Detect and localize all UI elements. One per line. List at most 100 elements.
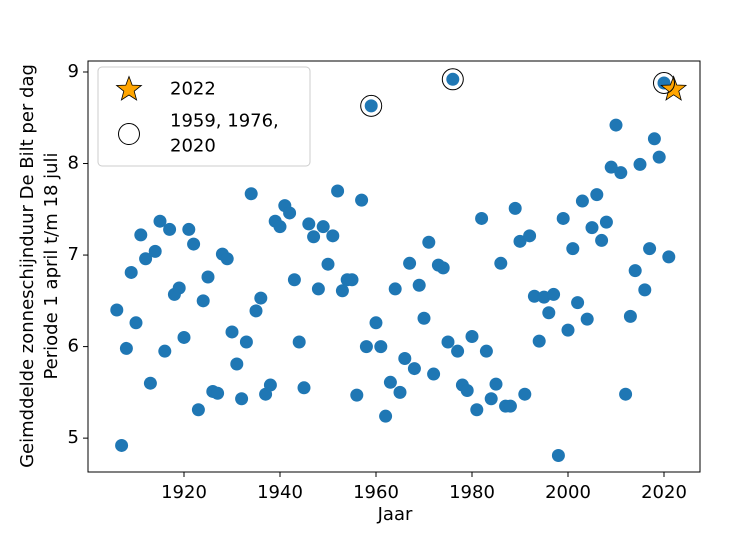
data-point xyxy=(475,211,489,225)
data-point xyxy=(297,381,311,395)
data-point xyxy=(124,265,138,279)
data-point xyxy=(201,270,215,284)
data-point xyxy=(134,228,148,242)
data-point xyxy=(331,184,345,198)
data-point xyxy=(532,334,546,348)
data-point xyxy=(182,222,196,236)
data-point xyxy=(566,242,580,256)
data-point xyxy=(638,283,652,297)
data-point xyxy=(436,261,450,275)
plot-frame xyxy=(87,60,701,473)
y-axis-label: Geimddelde zonneschijnduur De Bilt per d… xyxy=(17,64,38,468)
data-point xyxy=(542,306,556,320)
data-point xyxy=(273,220,287,234)
legend-label: 2020 xyxy=(170,136,216,157)
data-point xyxy=(556,211,570,225)
data-point xyxy=(460,384,474,398)
data-point xyxy=(249,304,263,318)
data-point xyxy=(547,287,561,301)
data-point xyxy=(239,335,253,349)
data-point xyxy=(187,237,201,251)
data-point xyxy=(633,157,647,171)
data-point xyxy=(614,166,628,180)
data-point xyxy=(172,281,186,295)
data-point xyxy=(230,357,244,371)
data-point xyxy=(662,250,676,264)
data-point xyxy=(307,230,321,244)
data-point xyxy=(628,264,642,278)
data-point xyxy=(427,367,441,381)
data-point xyxy=(148,244,162,258)
data-point xyxy=(335,284,349,298)
x-axis-label: Jaar xyxy=(377,504,413,525)
data-point xyxy=(153,214,167,228)
data-point xyxy=(369,316,383,330)
data-point xyxy=(527,289,541,303)
data-point xyxy=(139,252,153,266)
highlight-circle xyxy=(441,68,464,91)
data-point xyxy=(211,386,225,400)
data-point xyxy=(508,201,522,215)
data-point xyxy=(350,388,364,402)
data-point xyxy=(311,282,325,296)
data-point xyxy=(110,303,124,317)
data-point xyxy=(623,309,637,323)
data-point xyxy=(196,294,210,308)
data-point xyxy=(494,256,508,270)
data-point xyxy=(403,256,417,270)
data-point xyxy=(254,291,268,305)
data-point xyxy=(177,330,191,344)
data-point xyxy=(422,235,436,249)
data-point xyxy=(484,392,498,406)
data-point xyxy=(590,188,604,202)
data-point xyxy=(379,409,393,423)
data-point xyxy=(355,193,369,207)
data-point xyxy=(417,311,431,325)
data-point xyxy=(225,325,239,339)
highlight-circle xyxy=(360,94,383,117)
data-point xyxy=(513,234,527,248)
data-point xyxy=(143,376,157,390)
x-tick-label: 1960 xyxy=(353,482,399,503)
data-point xyxy=(374,340,388,354)
data-point xyxy=(326,229,340,243)
data-point xyxy=(518,387,532,401)
legend-box xyxy=(97,66,311,167)
data-point xyxy=(647,132,661,146)
x-tick-label: 1980 xyxy=(449,482,495,503)
data-point xyxy=(191,403,205,417)
data-point xyxy=(287,273,301,287)
data-point xyxy=(643,242,657,256)
data-point xyxy=(263,378,277,392)
x-tick-label: 2000 xyxy=(545,482,591,503)
data-point xyxy=(244,187,258,201)
highlight-circle xyxy=(653,71,675,94)
data-point xyxy=(470,403,484,417)
x-tick-label: 1920 xyxy=(161,482,207,503)
data-point xyxy=(441,335,455,349)
data-point xyxy=(115,438,129,452)
data-point xyxy=(383,375,397,389)
data-point xyxy=(652,150,666,164)
data-point xyxy=(158,344,172,358)
legend-label: 1959, 1976, xyxy=(170,111,279,132)
data-point xyxy=(465,330,479,344)
data-point xyxy=(599,215,613,229)
y-axis-label: Periode 1 april t/m 18 juli xyxy=(41,152,62,379)
data-point xyxy=(292,335,306,349)
data-point xyxy=(220,252,234,266)
data-point xyxy=(446,72,460,86)
data-point xyxy=(316,220,330,234)
y-tick-label: 5 xyxy=(68,427,79,448)
data-point xyxy=(489,377,503,391)
y-tick-label: 6 xyxy=(68,336,79,357)
data-point xyxy=(163,222,177,236)
data-point xyxy=(619,387,633,401)
data-point xyxy=(129,316,143,330)
data-point xyxy=(523,229,537,243)
data-point xyxy=(503,399,517,413)
data-point xyxy=(551,449,565,463)
data-point xyxy=(412,278,426,292)
data-point xyxy=(364,99,378,113)
